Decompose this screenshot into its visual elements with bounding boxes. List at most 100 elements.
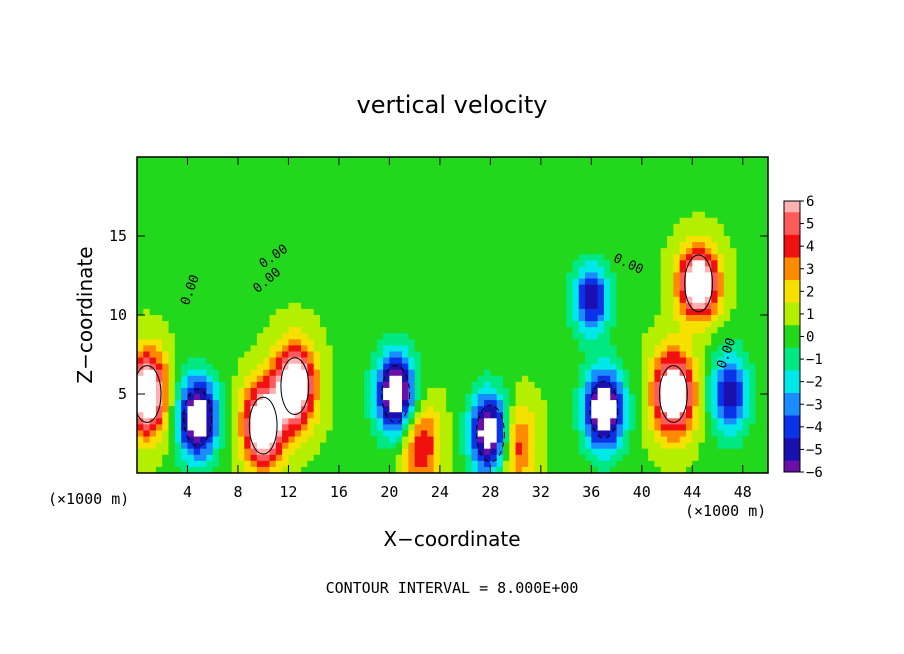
- field-cell: [572, 187, 580, 195]
- field-cell: [515, 400, 523, 407]
- field-cell: [427, 357, 435, 365]
- field-cell: [439, 266, 447, 274]
- field-cell: [256, 199, 264, 207]
- field-cell: [370, 454, 378, 462]
- field-cell: [256, 163, 264, 170]
- field-cell: [294, 163, 302, 170]
- field-cell: [149, 284, 157, 292]
- field-cell: [181, 351, 189, 359]
- field-cell: [351, 223, 359, 231]
- field-cell: [294, 290, 302, 298]
- field-cell: [275, 339, 283, 346]
- field-cell: [515, 460, 523, 468]
- field-cell: [654, 302, 662, 310]
- field-cell: [193, 242, 201, 249]
- field-cell: [540, 254, 548, 261]
- field-cell: [288, 217, 296, 225]
- field-cell: [622, 381, 630, 389]
- field-cell: [496, 394, 504, 401]
- field-cell: [206, 223, 214, 231]
- field-cell: [313, 394, 321, 401]
- field-cell: [698, 217, 706, 225]
- field-cell: [736, 242, 744, 249]
- field-cell: [515, 363, 523, 371]
- field-cell: [137, 315, 144, 322]
- field-cell: [294, 454, 302, 462]
- field-cell: [616, 412, 624, 419]
- field-cell: [547, 351, 555, 359]
- field-cell: [193, 223, 201, 231]
- field-cell: [585, 430, 592, 438]
- field-cell: [622, 308, 630, 316]
- field-cell: [231, 278, 239, 286]
- field-cell: [389, 308, 397, 316]
- field-cell: [288, 242, 296, 249]
- field-cell: [446, 242, 454, 249]
- field-cell: [275, 430, 283, 438]
- field-cell: [547, 284, 555, 292]
- field-cell: [603, 296, 611, 304]
- field-cell: [667, 157, 674, 164]
- field-cell: [162, 357, 170, 365]
- field-cell: [193, 363, 201, 371]
- field-cell: [559, 272, 567, 280]
- field-cell: [490, 272, 498, 280]
- field-cell: [414, 278, 422, 286]
- field-cell: [275, 406, 283, 413]
- field-cell: [465, 387, 473, 395]
- field-cell: [723, 387, 731, 395]
- field-cell: [679, 181, 687, 188]
- field-cell: [641, 351, 649, 359]
- field-cell: [137, 302, 144, 310]
- field-cell: [736, 406, 744, 413]
- field-cell: [408, 363, 416, 371]
- field-cell: [477, 357, 485, 365]
- field-cell: [212, 272, 220, 280]
- field-cell: [477, 272, 485, 280]
- field-cell: [685, 369, 693, 377]
- field-cell: [307, 169, 315, 176]
- field-cell: [389, 406, 397, 413]
- field-cell: [528, 315, 536, 322]
- field-cell: [414, 375, 422, 383]
- field-cell: [206, 302, 214, 310]
- field-cell: [402, 260, 409, 267]
- field-cell: [484, 248, 491, 255]
- field-cell: [357, 375, 365, 383]
- field-cell: [231, 339, 239, 346]
- field-cell: [250, 278, 258, 286]
- field-cell: [484, 381, 491, 389]
- field-cell: [566, 248, 573, 255]
- field-cell: [282, 345, 290, 353]
- field-cell: [528, 223, 536, 231]
- field-cell: [414, 296, 422, 304]
- field-cell: [174, 290, 182, 298]
- field-cell: [433, 308, 441, 316]
- field-cell: [301, 339, 308, 346]
- field-cell: [313, 345, 321, 353]
- field-cell: [244, 175, 252, 182]
- field-cell: [200, 412, 208, 419]
- field-cell: [578, 387, 586, 395]
- field-cell: [597, 187, 605, 195]
- field-cell: [509, 284, 517, 292]
- field-cell: [521, 448, 529, 456]
- field-cell: [225, 260, 233, 267]
- field-cell: [597, 448, 605, 456]
- field-cell: [439, 454, 447, 462]
- field-cell: [319, 254, 327, 261]
- field-cell: [559, 260, 567, 267]
- field-cell: [685, 442, 693, 450]
- field-cell: [673, 296, 681, 304]
- field-cell: [496, 369, 504, 377]
- field-cell: [641, 254, 649, 261]
- field-cell: [591, 315, 599, 322]
- field-cell: [622, 327, 630, 334]
- field-cell: [540, 229, 548, 237]
- field-cell: [648, 327, 656, 334]
- field-cell: [591, 308, 599, 316]
- field-cell: [389, 375, 397, 383]
- field-cell: [395, 211, 403, 219]
- field-cell: [439, 217, 447, 225]
